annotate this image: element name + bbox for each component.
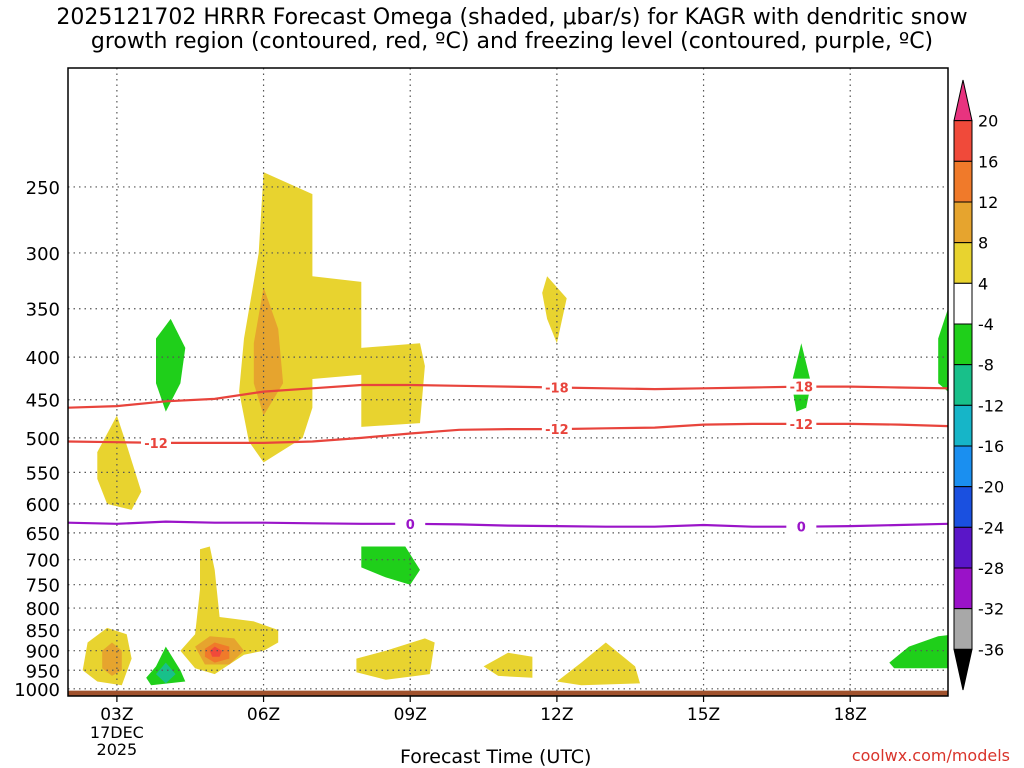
colorbar-label-12: 12 — [978, 193, 998, 212]
colorbar-label--4: -4 — [978, 315, 994, 334]
colorbar-box-12 — [953, 567, 973, 610]
colorbar-box-13 — [953, 608, 973, 650]
y-tick-label-750: 750 — [26, 576, 60, 597]
y-tick-label-900: 900 — [26, 642, 60, 663]
colorbar-box-4 — [953, 242, 973, 284]
omega-region-4-8-2 — [542, 276, 567, 344]
dgz-contour-1-label-1: -12 — [545, 423, 569, 438]
x-tick-label-12Z: 12Z — [540, 705, 573, 725]
omega-region--8--12-19 — [156, 662, 176, 684]
title-line-1: 2025121702 HRRR Forecast Omega (shaded, … — [56, 5, 968, 30]
omega-region--4--8-17 — [889, 635, 948, 669]
y-tick-label-600: 600 — [26, 495, 60, 516]
omega-region-4-8-5 — [356, 638, 435, 680]
omega-region--4--8-14 — [361, 546, 420, 585]
x-tick-label-03Z: 03Z — [100, 705, 133, 725]
dgz-contour-1-label-0: -12 — [144, 437, 168, 452]
dgz-contour-0-label-1: -18 — [790, 381, 814, 396]
y-tick-label-500: 500 — [26, 429, 60, 450]
ground-surface — [68, 690, 948, 696]
colorbar-label--8: -8 — [978, 356, 994, 375]
y-tick-label-350: 350 — [26, 300, 60, 321]
colorbar-label--28: -28 — [978, 559, 1004, 578]
y-tick-label-550: 550 — [26, 463, 60, 484]
colorbar-label--24: -24 — [978, 518, 1004, 537]
omega-region-16-20-12 — [209, 646, 222, 657]
y-tick-label-400: 400 — [26, 348, 60, 369]
omega-region-4-8-0 — [97, 415, 142, 510]
omega-region-8-12-8 — [253, 287, 284, 416]
freezing-level-label-bg-0 — [395, 515, 426, 532]
contour-lines: -18 -18 -12 -12 -12 0 0 — [67, 378, 949, 536]
plot-frame — [67, 67, 949, 697]
omega-region--4--8-16 — [938, 308, 948, 392]
colorbar-top-triangle — [953, 79, 973, 122]
colorbar-label--16: -16 — [978, 437, 1004, 456]
colorbar-label--20: -20 — [978, 478, 1004, 497]
x-tick-label-06Z: 06Z — [247, 705, 280, 725]
x-tick-label-18Z: 18Z — [834, 705, 867, 725]
dgz-contour-1-label-bg-0 — [141, 434, 171, 451]
colorbar: 20 16 12 8 4 -4 -8 -12 -16 -20 -24 -28 -32 -36 — [953, 79, 1004, 691]
colorbar-box-1 — [953, 120, 973, 162]
omega-region--4--8-13 — [156, 318, 186, 412]
colorbar-box-8 — [953, 404, 973, 447]
y-tick-label-1000: 1000 — [14, 680, 60, 701]
dgz-contour-0-label-bg-1 — [786, 378, 817, 395]
x-tick-label-09Z: 09Z — [394, 705, 427, 725]
credit-link[interactable]: coolwx.com/models — [851, 746, 1010, 765]
dgz-contour-1-label-bg-1 — [541, 421, 572, 438]
colorbar-label--12: -12 — [978, 396, 1004, 415]
colorbar-box-3 — [953, 201, 973, 244]
chart-title: 2025121702 HRRR Forecast Omega (shaded, … — [0, 6, 1024, 54]
y-tick-label-700: 700 — [26, 551, 60, 572]
y-tick-label-450: 450 — [26, 391, 60, 412]
colorbar-box-6 — [953, 323, 973, 366]
dgz-contour-0-label-bg-0 — [541, 379, 572, 396]
omega-shading — [68, 172, 948, 696]
colorbar-label-4: 4 — [978, 274, 988, 293]
colorbar-bottom-triangle — [953, 648, 973, 691]
omega-region--4--8-15 — [791, 343, 812, 412]
x-axis-title: Forecast Time (UTC) — [400, 746, 592, 768]
colorbar-label--32: -32 — [978, 600, 1004, 619]
dgz-contour-1-label-2: -12 — [790, 418, 814, 433]
y-tick-label-250: 250 — [26, 178, 60, 199]
y-tick-label-300: 300 — [26, 244, 60, 265]
colorbar-label--36: -36 — [978, 640, 1004, 659]
colorbar-box-10 — [953, 486, 973, 528]
colorbar-box-11 — [953, 526, 973, 569]
y-tick-label-850: 850 — [26, 621, 60, 642]
omega-region-4-8-6 — [483, 652, 533, 678]
dgz-contour-1-label-bg-2 — [786, 415, 817, 432]
dgz-contour-0-label-0: -18 — [545, 381, 569, 396]
colorbar-label-16: 16 — [978, 152, 998, 171]
freezing-level-label-1: 0 — [797, 521, 806, 536]
colorbar-label-8: 8 — [978, 234, 988, 253]
y-tick-label-800: 800 — [26, 599, 60, 620]
title-line-2: growth region (contoured, red, ºC) and f… — [90, 29, 934, 54]
colorbar-box-5 — [953, 282, 973, 325]
x-tick-extra-0: 17DEC — [90, 723, 144, 742]
grid-lines — [68, 68, 948, 696]
y-tick-label-950: 950 — [26, 661, 60, 682]
colorbar-label-20: 20 — [978, 112, 998, 131]
freezing-level-label-bg-1 — [786, 518, 817, 535]
omega-region-4-8-7 — [556, 642, 640, 686]
colorbar-box-2 — [953, 160, 973, 203]
axes: 2503003504004505005506006507007508008509… — [14, 67, 949, 759]
x-tick-extra-1: 2025 — [97, 740, 138, 759]
y-tick-label-650: 650 — [26, 524, 60, 545]
freezing-level-label-0: 0 — [406, 518, 415, 533]
x-tick-label-15Z: 15Z — [687, 705, 720, 725]
colorbar-box-7 — [953, 364, 973, 406]
colorbar-box-9 — [953, 445, 973, 488]
